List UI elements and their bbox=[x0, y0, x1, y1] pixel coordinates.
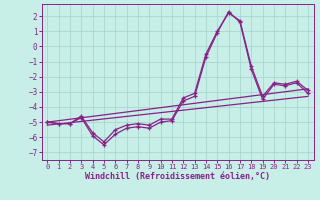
X-axis label: Windchill (Refroidissement éolien,°C): Windchill (Refroidissement éolien,°C) bbox=[85, 172, 270, 181]
